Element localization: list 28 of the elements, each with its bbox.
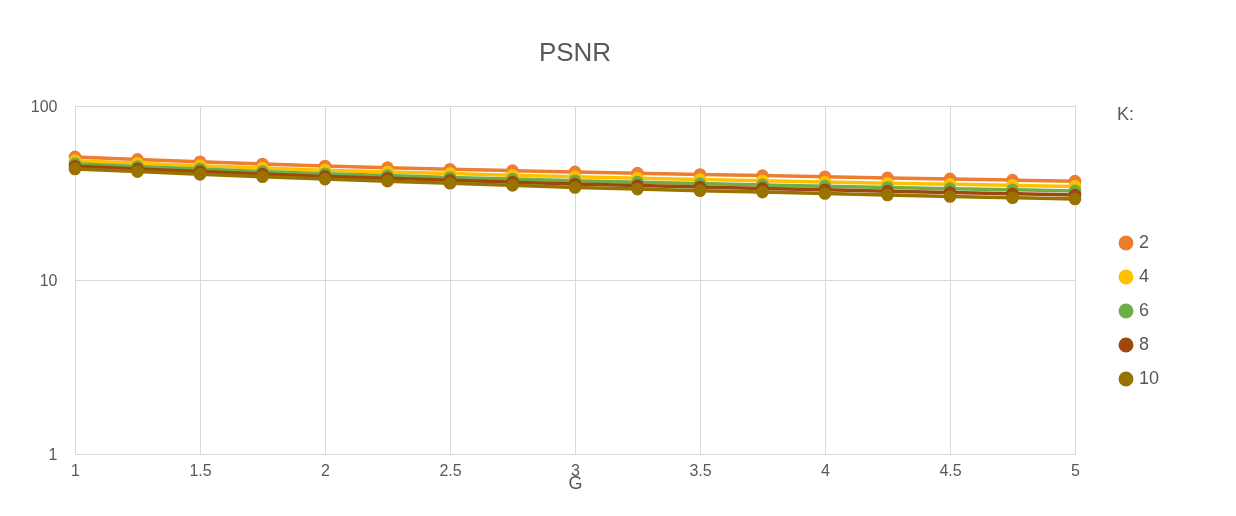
x-tick-label: 4 xyxy=(821,461,831,479)
point xyxy=(756,185,769,199)
x-tick-label: 2.5 xyxy=(439,461,462,479)
x-tick-label: 4.5 xyxy=(939,461,962,479)
point xyxy=(693,184,707,198)
point xyxy=(1068,192,1082,206)
point xyxy=(568,181,582,194)
y-tick-label: 10 xyxy=(39,271,58,289)
point xyxy=(1006,191,1019,205)
chart-title: PSNR xyxy=(538,37,612,67)
legend-label: 2 xyxy=(1139,232,1150,252)
point xyxy=(506,179,519,192)
legend-label: 4 xyxy=(1139,266,1150,286)
point xyxy=(881,188,894,202)
y-tick-label: 100 xyxy=(30,97,58,115)
point xyxy=(631,182,644,196)
x-tick-label: 1.5 xyxy=(189,461,212,479)
legend-title: K: xyxy=(1117,104,1135,124)
legend-label: 6 xyxy=(1139,300,1150,320)
y-tick-label: 1 xyxy=(48,445,58,463)
point xyxy=(818,187,832,200)
point xyxy=(943,190,957,203)
legend-label: 8 xyxy=(1139,334,1150,354)
x-tick-label: 5 xyxy=(1071,461,1081,479)
x-tick-label: 3.5 xyxy=(689,461,712,479)
x-tick-label: 2 xyxy=(321,461,331,479)
legend-label: 10 xyxy=(1139,368,1160,388)
x-tick-label: 1 xyxy=(71,461,81,479)
